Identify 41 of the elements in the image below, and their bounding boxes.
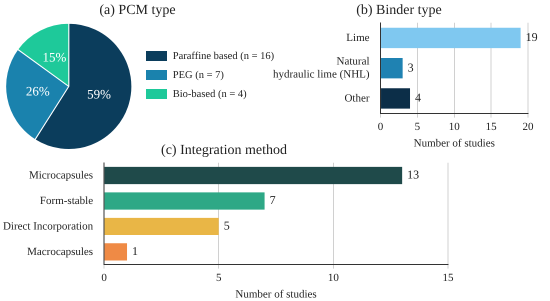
bar: [381, 28, 521, 48]
x-tick-label: 15: [442, 272, 454, 284]
data-label: 1: [132, 244, 138, 258]
x-tick-label: 5: [216, 272, 222, 284]
x-axis-title: Number of studies: [235, 288, 317, 300]
data-label: 3: [408, 60, 414, 74]
data-label: 13: [407, 168, 420, 182]
data-label: 19: [526, 30, 538, 44]
y-tick-label: Other: [344, 92, 370, 104]
x-tick-label: 15: [486, 121, 498, 134]
legend-label: PEG (n = 7): [172, 70, 224, 81]
data-label: 4: [415, 90, 422, 105]
y-tick-label: Macrocapsules: [27, 246, 94, 258]
y-tick-label: Natural hydraulic lime (NHL): [272, 55, 370, 81]
x-tick-label: 10: [328, 272, 340, 284]
bar: [104, 218, 219, 236]
bar: [104, 166, 402, 184]
chart-title: (b) Binder type: [356, 3, 442, 18]
y-tick-label: Direct Incorporation: [2, 220, 94, 232]
data-label: 7: [270, 193, 276, 208]
bar: [104, 243, 128, 260]
x-tick-label: 5: [414, 121, 421, 134]
bar: [381, 58, 403, 78]
x-tick-label: 0: [101, 272, 108, 284]
chart-title: (c) Integration method: [161, 143, 287, 158]
x-axis-title: Number of studies: [414, 137, 495, 150]
x-tick-label: 10: [448, 121, 460, 134]
y-tick-label: Form-stable: [40, 194, 94, 207]
y-tick-label: Lime: [346, 32, 370, 44]
x-tick-label: 0: [378, 121, 384, 134]
data-label: 5: [224, 218, 230, 233]
data-label: 15%: [42, 50, 67, 65]
legend-label: Bio-based (n = 4): [172, 88, 248, 100]
bar: [104, 192, 265, 210]
x-tick-label: 20: [522, 121, 534, 134]
data-label: 26%: [26, 84, 50, 99]
y-tick-label: Microcapsules: [28, 169, 94, 182]
chart-title: (a) PCM type: [99, 3, 176, 18]
data-label: 59%: [87, 86, 112, 102]
legend-label: Paraffine based (n = 16): [172, 50, 275, 62]
bar: [381, 88, 410, 109]
